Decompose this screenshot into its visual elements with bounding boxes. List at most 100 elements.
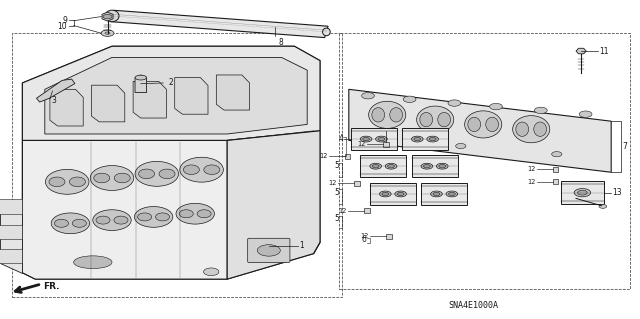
Circle shape bbox=[412, 136, 423, 142]
Circle shape bbox=[431, 191, 442, 197]
Circle shape bbox=[376, 136, 387, 142]
Bar bbox=[0, 199, 22, 214]
Circle shape bbox=[360, 136, 372, 142]
Circle shape bbox=[380, 191, 391, 197]
Polygon shape bbox=[110, 10, 328, 38]
Bar bbox=[0, 249, 22, 263]
Ellipse shape bbox=[49, 177, 65, 187]
Polygon shape bbox=[576, 48, 586, 54]
Polygon shape bbox=[133, 81, 166, 118]
Text: 3: 3 bbox=[51, 96, 56, 105]
Ellipse shape bbox=[90, 166, 134, 190]
Text: 12: 12 bbox=[328, 181, 337, 186]
Circle shape bbox=[436, 163, 448, 169]
Circle shape bbox=[397, 192, 404, 196]
Circle shape bbox=[414, 137, 420, 141]
Bar bbox=[364, 208, 370, 213]
Circle shape bbox=[439, 165, 445, 168]
Ellipse shape bbox=[135, 161, 179, 186]
Circle shape bbox=[101, 30, 114, 36]
Text: 1: 1 bbox=[300, 241, 304, 250]
FancyBboxPatch shape bbox=[561, 181, 604, 204]
Polygon shape bbox=[135, 75, 147, 93]
Ellipse shape bbox=[516, 122, 529, 137]
Text: 2: 2 bbox=[168, 78, 173, 87]
Ellipse shape bbox=[51, 213, 90, 234]
Circle shape bbox=[257, 245, 280, 256]
Ellipse shape bbox=[93, 210, 131, 230]
Polygon shape bbox=[22, 46, 320, 140]
Polygon shape bbox=[36, 79, 75, 102]
Circle shape bbox=[574, 189, 591, 197]
Polygon shape bbox=[0, 211, 22, 273]
Ellipse shape bbox=[513, 116, 550, 143]
Text: 7: 7 bbox=[622, 142, 627, 151]
Polygon shape bbox=[45, 57, 307, 134]
Circle shape bbox=[578, 190, 587, 195]
Circle shape bbox=[362, 93, 374, 99]
Ellipse shape bbox=[372, 108, 385, 122]
Circle shape bbox=[388, 165, 394, 168]
Polygon shape bbox=[22, 140, 227, 279]
Circle shape bbox=[103, 14, 112, 19]
Circle shape bbox=[395, 191, 406, 197]
Polygon shape bbox=[227, 131, 320, 279]
FancyBboxPatch shape bbox=[402, 128, 448, 150]
Circle shape bbox=[446, 191, 458, 197]
Ellipse shape bbox=[323, 28, 330, 36]
Circle shape bbox=[105, 32, 110, 34]
Text: 10: 10 bbox=[58, 22, 67, 31]
Circle shape bbox=[370, 163, 381, 169]
Circle shape bbox=[363, 137, 369, 141]
Circle shape bbox=[599, 204, 607, 208]
Ellipse shape bbox=[438, 113, 451, 127]
Ellipse shape bbox=[156, 213, 170, 221]
Ellipse shape bbox=[204, 165, 220, 174]
Ellipse shape bbox=[176, 204, 214, 224]
FancyBboxPatch shape bbox=[360, 155, 406, 177]
Ellipse shape bbox=[45, 169, 89, 194]
Circle shape bbox=[204, 268, 219, 276]
Circle shape bbox=[552, 152, 562, 157]
Ellipse shape bbox=[465, 111, 502, 138]
Ellipse shape bbox=[54, 219, 68, 227]
Text: 12: 12 bbox=[360, 233, 369, 239]
Ellipse shape bbox=[486, 117, 499, 132]
Ellipse shape bbox=[179, 210, 193, 218]
Text: 12: 12 bbox=[527, 179, 535, 185]
Circle shape bbox=[433, 192, 440, 196]
Polygon shape bbox=[216, 75, 250, 110]
Text: 12: 12 bbox=[319, 153, 328, 159]
Circle shape bbox=[579, 111, 592, 117]
Polygon shape bbox=[175, 78, 208, 114]
Bar bbox=[553, 167, 558, 172]
Text: 5: 5 bbox=[334, 188, 339, 197]
Ellipse shape bbox=[74, 256, 112, 269]
Text: SNA4E1000A: SNA4E1000A bbox=[449, 301, 499, 310]
Polygon shape bbox=[349, 89, 611, 172]
Bar bbox=[387, 234, 392, 239]
Bar bbox=[553, 179, 558, 184]
Text: 9: 9 bbox=[62, 16, 67, 25]
Polygon shape bbox=[22, 46, 320, 279]
Text: 8: 8 bbox=[278, 38, 283, 47]
FancyBboxPatch shape bbox=[351, 128, 397, 150]
Circle shape bbox=[449, 192, 455, 196]
Bar bbox=[355, 181, 360, 186]
Text: 12: 12 bbox=[527, 166, 535, 172]
Ellipse shape bbox=[468, 117, 481, 132]
Text: 12: 12 bbox=[338, 208, 347, 213]
Circle shape bbox=[427, 136, 438, 142]
Circle shape bbox=[429, 137, 436, 141]
FancyBboxPatch shape bbox=[412, 155, 458, 177]
Ellipse shape bbox=[420, 113, 433, 127]
Circle shape bbox=[372, 165, 379, 168]
Ellipse shape bbox=[115, 173, 131, 183]
Ellipse shape bbox=[69, 177, 86, 187]
Circle shape bbox=[424, 165, 430, 168]
Bar bbox=[0, 225, 22, 239]
Text: 5: 5 bbox=[334, 214, 339, 223]
FancyBboxPatch shape bbox=[370, 183, 416, 205]
Circle shape bbox=[490, 103, 502, 110]
Circle shape bbox=[456, 144, 466, 149]
